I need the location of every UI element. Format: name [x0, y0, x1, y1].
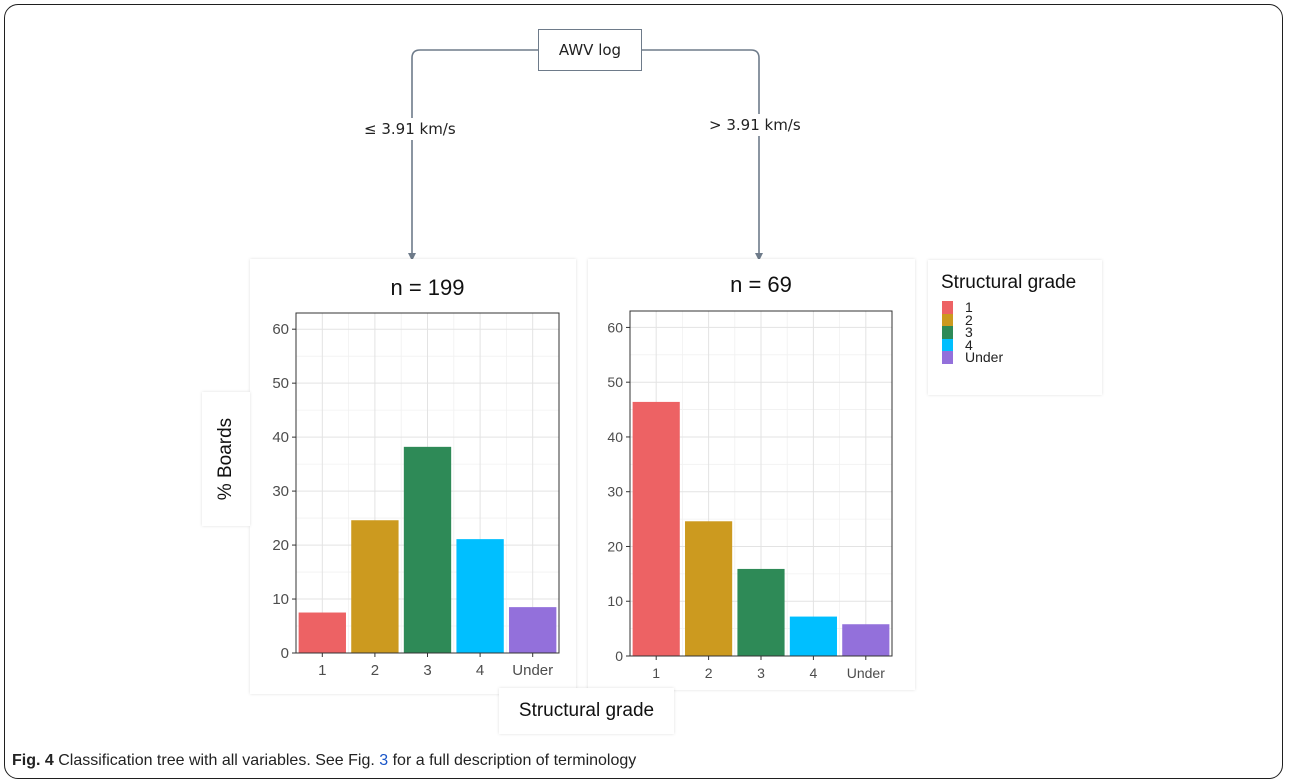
legend-label: 2 [965, 311, 973, 328]
y-tick-label: 40 [272, 429, 289, 446]
y-tick-label: 0 [281, 645, 289, 662]
y-axis-label: % Boards [215, 417, 236, 501]
x-tick-label: Under [847, 665, 885, 681]
chart-title: n = 199 [390, 275, 464, 300]
y-tick-label: 20 [607, 538, 623, 554]
x-axis-label: Structural grade [518, 700, 655, 721]
figure-frame [4, 4, 1283, 779]
bar [842, 624, 890, 656]
legend-item: 4 [942, 336, 1003, 353]
y-tick-label: 20 [272, 537, 289, 554]
x-tick-label: 3 [423, 662, 431, 679]
x-axis-label-box: Structural grade [499, 688, 674, 734]
caption-label: Fig. 4 [12, 752, 54, 769]
chart-title: n = 69 [730, 272, 792, 297]
legend: Structural grade 1 2 3 4 Under [928, 260, 1102, 395]
y-tick-label: 10 [272, 591, 289, 608]
right-branch-line [642, 49, 760, 254]
bar [351, 520, 399, 653]
caption-figure-link[interactable]: 3 [379, 752, 389, 769]
legend-item: Under [942, 349, 1004, 365]
y-tick-label: 30 [607, 484, 623, 500]
left-chart-panel: n = 199 0 10 20 30 40 50 60 1 2 3 4 Under [250, 259, 576, 694]
y-tick-label: 60 [607, 319, 623, 335]
y-tick-label: 0 [615, 648, 623, 664]
left-edge-label: ≤ 3.91 km/s [360, 118, 460, 140]
x-tick-label: 4 [810, 665, 818, 681]
y-tick-label: 10 [607, 593, 623, 609]
legend-swatch [942, 338, 953, 351]
legend-item: 3 [942, 324, 1003, 340]
y-axis-label-box: % Boards [202, 392, 250, 526]
x-tick-label: 1 [652, 665, 660, 681]
figure-caption: Fig. 4 Classification tree with all vari… [12, 752, 636, 770]
x-tick-label: 4 [476, 662, 484, 679]
bar [789, 616, 837, 656]
y-tick-label: 50 [607, 374, 623, 390]
left-arrow-head [408, 253, 416, 261]
left-bar-chart: n = 199 0 10 20 30 40 50 60 1 2 3 4 Under [272, 275, 560, 679]
root-node: AWV log [538, 29, 642, 71]
x-tick-label: 3 [757, 665, 765, 681]
legend-item: 1 [942, 299, 1003, 315]
bar [298, 612, 346, 653]
legend-title: Structural grade [941, 272, 1077, 293]
bar [403, 446, 452, 653]
bar [632, 401, 680, 656]
y-tick-label: 40 [607, 429, 623, 445]
x-tick-label: 2 [371, 662, 379, 679]
legend-swatch [942, 326, 953, 339]
x-tick-label: 1 [318, 662, 326, 679]
right-chart-panel: n = 69 0 10 20 30 40 50 60 1 2 3 4 Under [588, 259, 915, 690]
legend-label: 3 [965, 324, 973, 340]
x-tick-label: Under [512, 662, 553, 679]
legend-swatch [942, 301, 953, 314]
legend-swatch [942, 351, 953, 364]
bar [737, 568, 785, 656]
y-tick-label: 50 [272, 375, 289, 392]
legend-item: 2 [942, 311, 1003, 328]
bar [509, 607, 557, 653]
legend-label: 1 [965, 299, 973, 315]
y-tick-label: 30 [272, 483, 289, 500]
caption-text-before: Classification tree with all variables. … [53, 752, 380, 769]
caption-text-after: for a full description of terminology [388, 752, 637, 769]
bar [456, 539, 504, 653]
right-arrow-head [755, 253, 763, 261]
right-edge-label: > 3.91 km/s [705, 114, 805, 136]
legend-items: 1 2 3 4 Under [942, 299, 1004, 365]
y-tick-label: 60 [272, 321, 289, 338]
left-branch-line [411, 49, 538, 254]
right-bar-chart: n = 69 0 10 20 30 40 50 60 1 2 3 4 Under [607, 272, 893, 681]
legend-swatch [942, 313, 953, 326]
bar [685, 521, 733, 656]
legend-label: Under [965, 349, 1004, 365]
legend-label: 4 [965, 336, 973, 353]
x-tick-label: 2 [705, 665, 713, 681]
